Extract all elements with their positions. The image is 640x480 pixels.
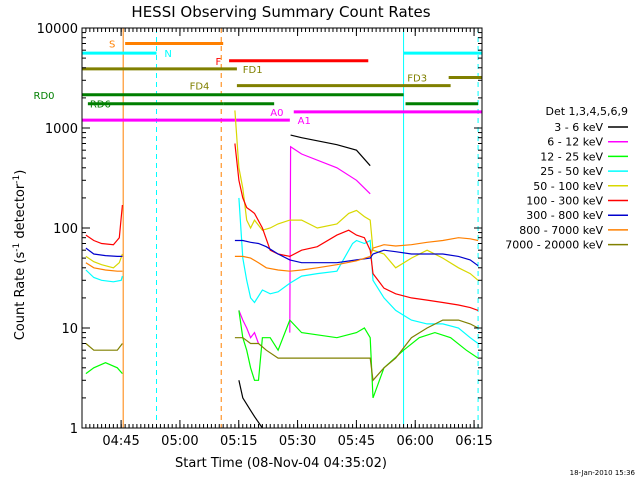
- flag-label-fd3: FD3: [407, 73, 427, 84]
- ylabel-end: ): [13, 170, 28, 175]
- ylabel-sup2: -1: [12, 175, 22, 184]
- legend-label-3: 25 - 50 keV: [540, 165, 603, 178]
- legend-label-4: 50 - 100 keV: [533, 180, 603, 193]
- legend-header: Det 1,3,4,5,6,9: [545, 105, 628, 118]
- legend-label-1: 6 - 12 keV: [547, 136, 603, 149]
- legend-label-8: 7000 - 20000 keV: [505, 239, 603, 252]
- footer-timestamp: 18-Jan-2010 15:36: [570, 469, 636, 477]
- y-tick-label-1: 10: [61, 322, 78, 337]
- flag-label-a1: A1: [298, 116, 311, 127]
- flag-label-fd4: FD4: [190, 82, 210, 93]
- ylabel-main: Count Rate (s: [13, 252, 28, 341]
- x-tick-label-0: 04:45: [102, 434, 139, 449]
- series-line-1: [238, 145, 371, 344]
- flag-label-rd0: RD0: [34, 91, 55, 102]
- flag-label-rd6: RD6: [90, 100, 111, 111]
- chart-title: HESSI Observing Summary Count Rates: [131, 3, 430, 21]
- flag-label-n: N: [164, 49, 171, 60]
- series-line-4: [85, 110, 479, 281]
- x-tick-label-1: 05:00: [161, 434, 198, 449]
- y-tick-label-4: 10000: [37, 22, 78, 37]
- y-tick-label-0: 1: [70, 422, 78, 437]
- flag-label-fd1: FD1: [243, 65, 263, 76]
- series-line-7: [85, 237, 479, 272]
- x-tick-label-6: 06:15: [455, 434, 492, 449]
- series-line-5: [85, 143, 479, 311]
- x-tick-label-3: 05:30: [279, 434, 316, 449]
- legend-label-2: 12 - 25 keV: [540, 150, 603, 163]
- y-tick-label-3: 1000: [45, 122, 78, 137]
- series-line-0: [238, 134, 371, 429]
- legend-label-6: 300 - 800 keV: [526, 209, 603, 222]
- legend-label-5: 100 - 300 keV: [526, 195, 603, 208]
- x-tick-label-2: 05:15: [220, 434, 257, 449]
- ylabel-sup1: -1: [12, 243, 22, 252]
- flag-label-s: S: [109, 39, 115, 50]
- x-axis-label: Start Time (08-Nov-04 04:35:02): [175, 456, 387, 471]
- x-tick-label-5: 06:00: [396, 434, 433, 449]
- legend-label-7: 800 - 7000 keV: [519, 224, 603, 237]
- plot-frame: [81, 27, 483, 429]
- series-line-3: [85, 197, 479, 344]
- y-tick-label-2: 100: [53, 222, 78, 237]
- legend-label-0: 3 - 6 keV: [554, 121, 603, 134]
- y-axis-label: Count Rate (s-1 detector-1): [12, 170, 28, 341]
- series-line-2: [85, 310, 479, 399]
- svg-text:Count Rate (s-1 detector-1): Count Rate (s-1 detector-1): [12, 170, 28, 341]
- flag-label-f: F: [215, 57, 221, 68]
- ylabel-mid: detector: [13, 183, 28, 243]
- series-line-8: [85, 319, 479, 382]
- series-line-6: [85, 239, 479, 267]
- x-tick-label-4: 05:45: [338, 434, 375, 449]
- flag-label-a0: A0: [270, 108, 283, 119]
